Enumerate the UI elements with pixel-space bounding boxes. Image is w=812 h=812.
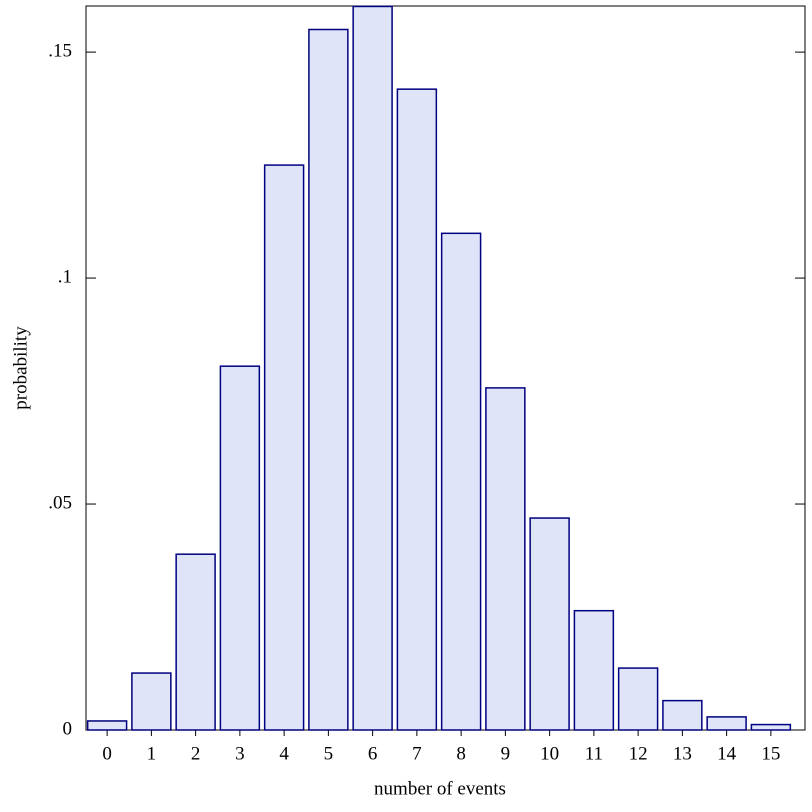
bar bbox=[750, 723, 792, 731]
bar bbox=[662, 699, 703, 731]
bar bbox=[352, 5, 393, 731]
x-tick-label: 6 bbox=[368, 743, 378, 764]
x-tick-label: 7 bbox=[412, 743, 422, 764]
bar bbox=[706, 716, 747, 731]
y-axis-label: probability bbox=[10, 326, 31, 410]
y-tick-label: .1 bbox=[58, 266, 72, 287]
x-tick-label: 5 bbox=[324, 743, 334, 764]
bar bbox=[440, 232, 482, 731]
x-tick-label: 3 bbox=[235, 743, 245, 764]
x-tick-label: 8 bbox=[456, 743, 466, 764]
y-tick-label: .15 bbox=[48, 40, 72, 61]
bar bbox=[219, 365, 261, 731]
y-tick-label: .05 bbox=[48, 492, 72, 513]
bar bbox=[617, 667, 659, 731]
bar bbox=[485, 387, 526, 731]
bar bbox=[308, 28, 349, 731]
x-tick-label: 13 bbox=[673, 743, 692, 764]
x-tick-label: 11 bbox=[585, 743, 603, 764]
x-tick-label: 14 bbox=[717, 743, 737, 764]
x-axis-label: number of events bbox=[374, 778, 506, 799]
bar bbox=[573, 609, 615, 731]
x-tick-label: 4 bbox=[279, 743, 289, 764]
bar bbox=[131, 672, 172, 731]
x-tick-label: 15 bbox=[761, 743, 780, 764]
x-tick-label: 2 bbox=[191, 743, 201, 764]
bar bbox=[263, 164, 305, 731]
bar bbox=[86, 720, 128, 731]
x-tick-label: 0 bbox=[102, 743, 112, 764]
x-tick-label: 12 bbox=[629, 743, 648, 764]
bar bbox=[396, 88, 438, 731]
bar bbox=[529, 517, 570, 731]
x-tick-label: 9 bbox=[501, 743, 511, 764]
y-tick-label: 0 bbox=[63, 718, 73, 739]
x-tick-label: 10 bbox=[540, 743, 559, 764]
bar bbox=[175, 553, 216, 731]
x-tick-label: 1 bbox=[147, 743, 157, 764]
